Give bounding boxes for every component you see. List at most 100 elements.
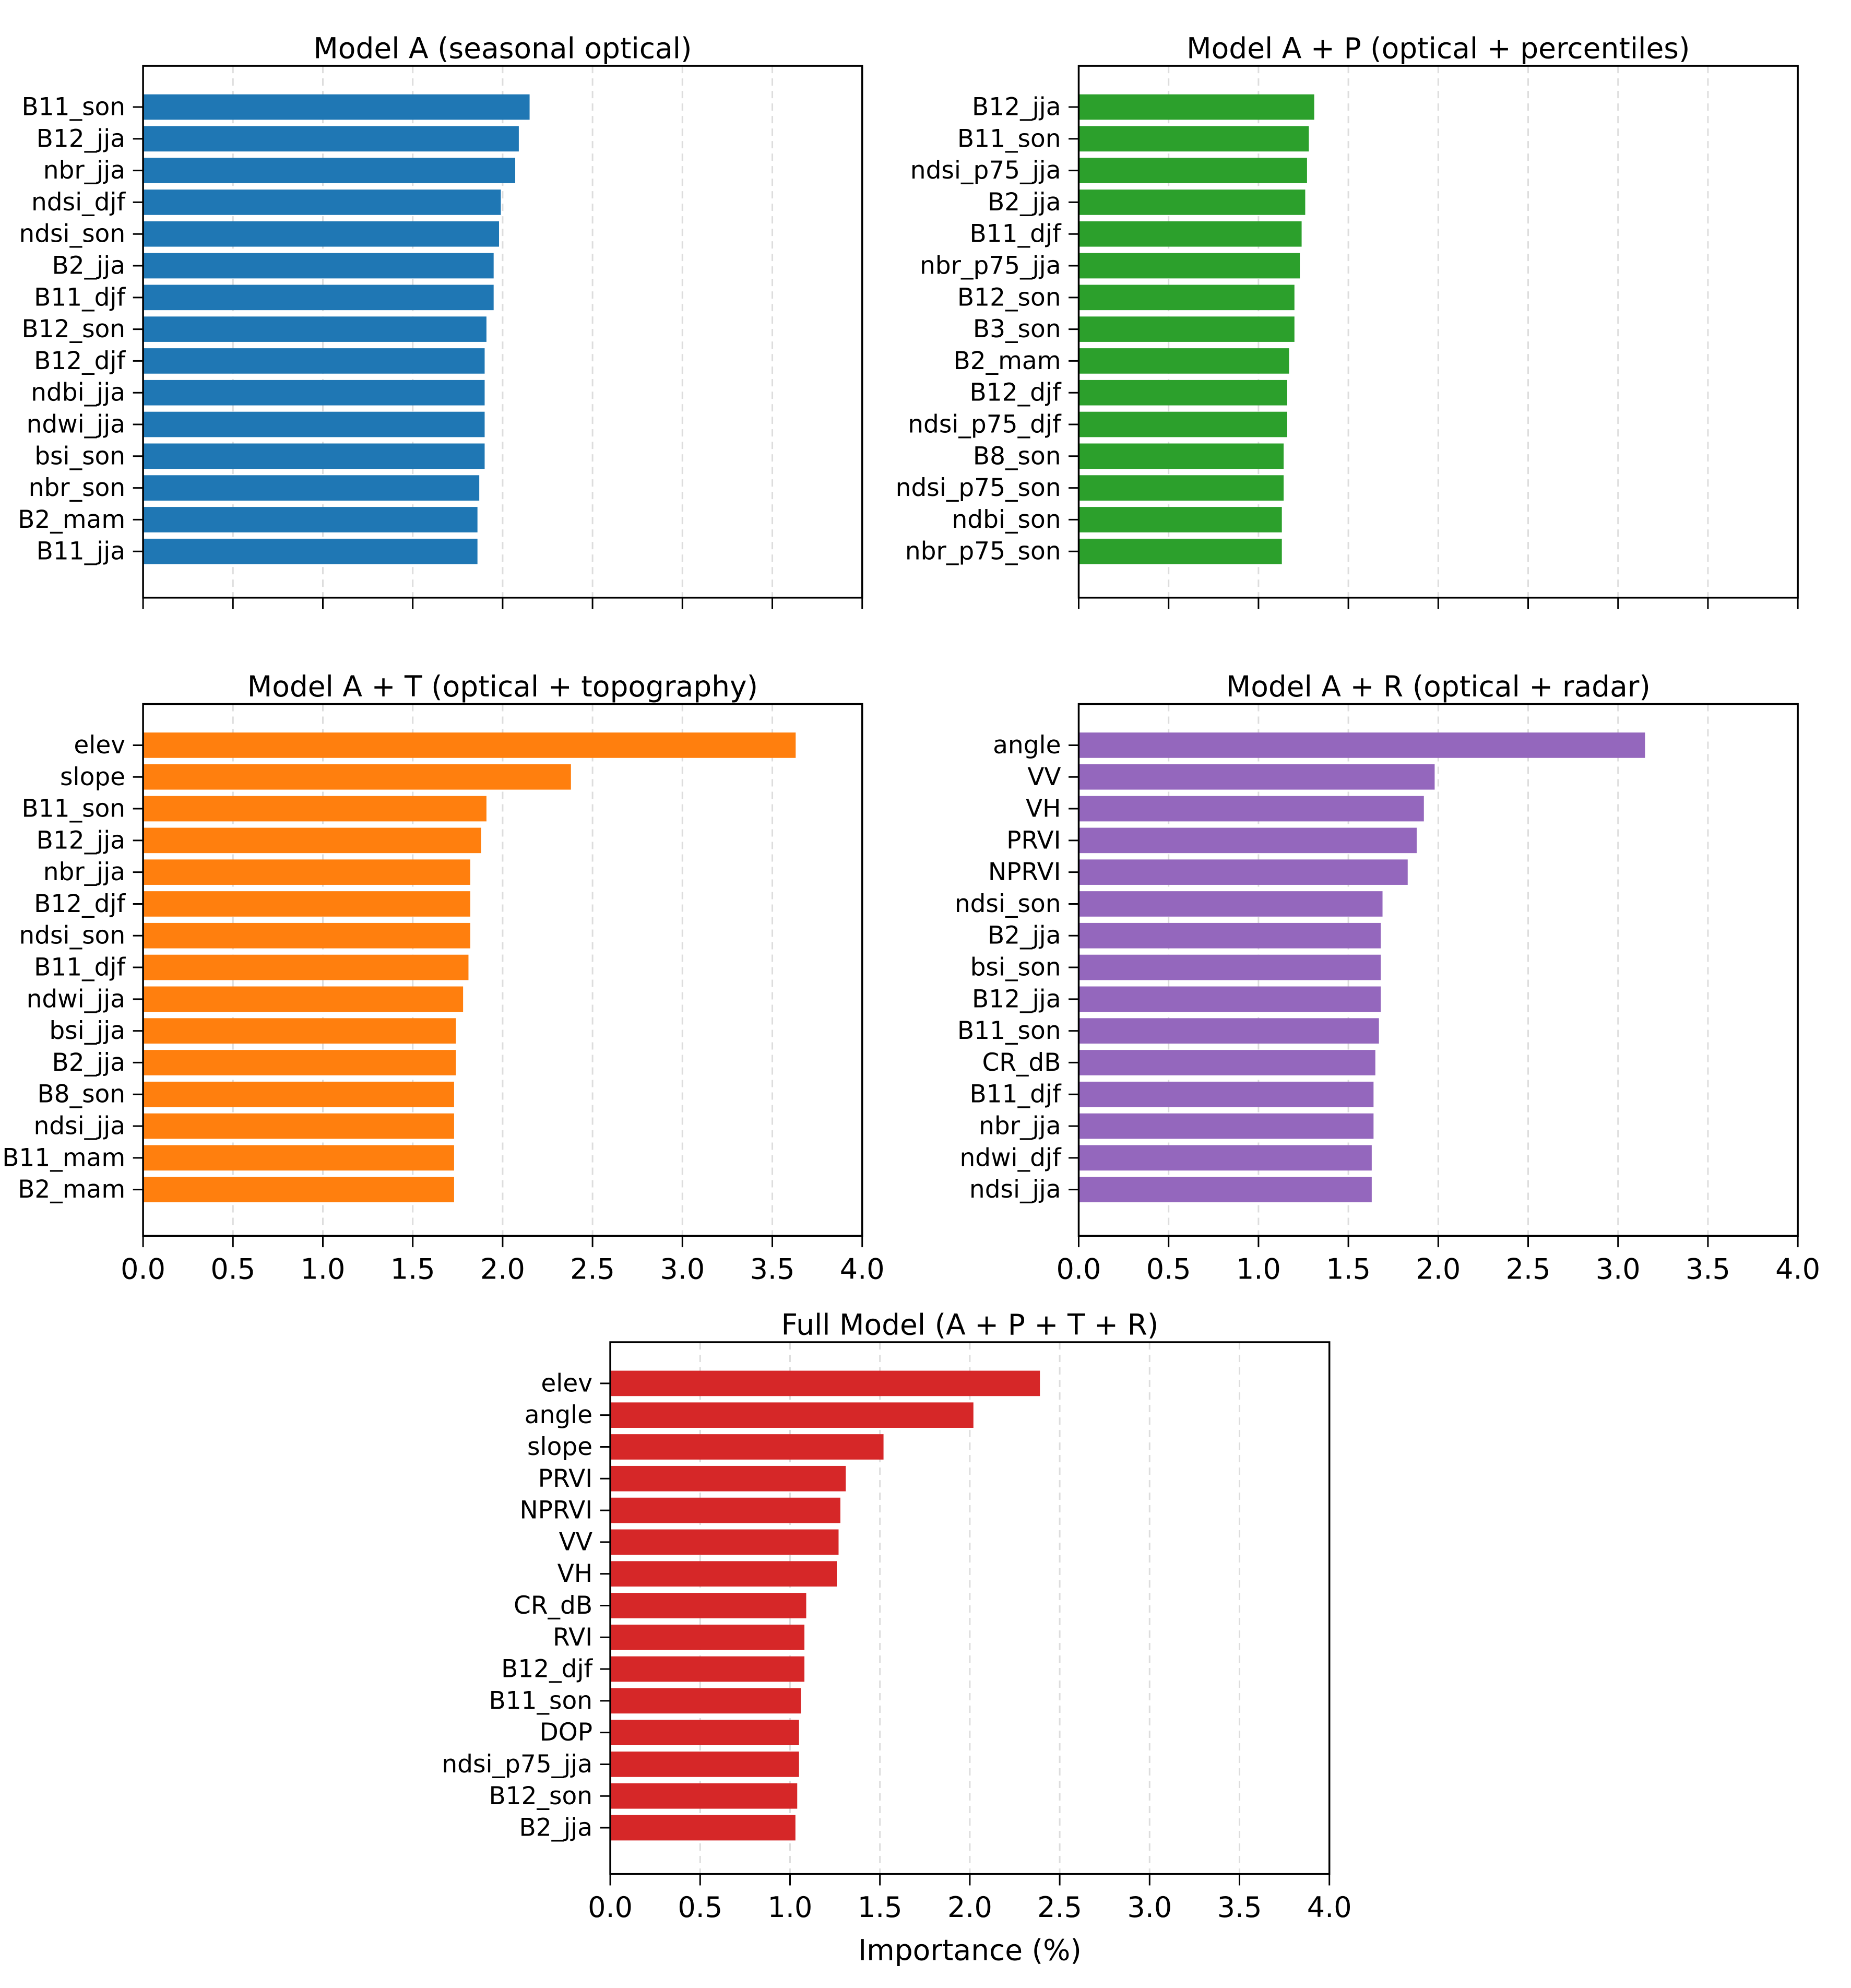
bar xyxy=(1078,507,1282,532)
bar xyxy=(1078,316,1295,342)
category-label: B2_mam xyxy=(18,505,125,534)
category-label: B12_jja xyxy=(37,826,125,855)
bar xyxy=(1078,158,1307,183)
bar xyxy=(143,507,478,532)
x-tick-label: 3.0 xyxy=(660,1253,705,1286)
category-label: B11_son xyxy=(957,1016,1061,1045)
bar xyxy=(1078,986,1381,1012)
bar xyxy=(143,827,481,854)
category-label: B2_jja xyxy=(52,252,126,280)
bar xyxy=(1078,859,1408,885)
x-tick-label: 1.0 xyxy=(301,1253,346,1286)
bar xyxy=(610,1624,805,1650)
bar xyxy=(143,475,480,501)
x-tick-label: 1.5 xyxy=(390,1253,435,1286)
x-tick-label: 2.5 xyxy=(570,1253,615,1286)
bar xyxy=(143,380,485,406)
bar xyxy=(143,954,469,980)
category-label: ndwi_jja xyxy=(27,985,126,1013)
category-label: B2_jja xyxy=(988,188,1061,217)
category-label: B2_mam xyxy=(954,347,1061,375)
bar xyxy=(143,348,485,374)
x-tick-label: 3.5 xyxy=(1686,1253,1730,1286)
category-label: nbr_jja xyxy=(43,858,125,886)
category-label: B2_jja xyxy=(52,1048,126,1077)
bar xyxy=(143,1145,454,1171)
x-tick-label: 3.0 xyxy=(1127,1891,1172,1924)
category-label: ndwi_jja xyxy=(27,410,126,439)
bar xyxy=(143,158,516,183)
bar xyxy=(143,922,470,949)
x-axis-label: Importance (%) xyxy=(858,1934,1082,1967)
bar xyxy=(1078,253,1300,279)
bar xyxy=(610,1561,837,1587)
category-label: B11_jja xyxy=(37,537,125,566)
x-tick-label: 1.0 xyxy=(1236,1253,1281,1286)
bar xyxy=(1078,221,1302,247)
x-tick-label: 2.0 xyxy=(947,1891,992,1924)
category-label: ndsi_djf xyxy=(31,188,126,217)
bar xyxy=(1078,1050,1375,1075)
x-tick-label: 1.0 xyxy=(768,1891,813,1924)
bar xyxy=(1078,796,1424,822)
category-label: B12_djf xyxy=(34,347,126,375)
category-label: B12_son xyxy=(489,1782,593,1810)
bar xyxy=(143,732,796,758)
x-tick-label: 1.5 xyxy=(1326,1253,1371,1286)
category-label: ndsi_p75_djf xyxy=(908,410,1062,439)
category-label: bsi_son xyxy=(34,442,125,470)
bar xyxy=(1078,732,1645,758)
bar xyxy=(143,891,470,917)
category-label: B12_son xyxy=(22,315,126,344)
category-label: B11_djf xyxy=(34,953,126,982)
bar xyxy=(610,1434,884,1460)
x-tick-label: 3.0 xyxy=(1596,1253,1641,1286)
category-label: ndsi_p75_jja xyxy=(910,156,1061,185)
bar xyxy=(143,764,571,790)
bar xyxy=(1078,380,1287,406)
x-tick-label: 2.0 xyxy=(480,1253,525,1286)
bar xyxy=(610,1593,806,1618)
bar xyxy=(1078,1113,1374,1139)
bar xyxy=(1078,285,1295,311)
panel-title: Full Model (A + P + T + R) xyxy=(781,1308,1158,1341)
category-label: B11_mam xyxy=(2,1143,125,1172)
category-label: B12_jja xyxy=(972,93,1061,122)
category-label: ndsi_son xyxy=(19,921,125,950)
category-label: nbr_son xyxy=(29,474,125,502)
bar xyxy=(143,859,470,885)
category-label: nbr_jja xyxy=(979,1112,1061,1141)
bar xyxy=(143,253,494,279)
bar xyxy=(1078,1018,1379,1044)
bar xyxy=(143,443,485,469)
category-label: nbr_p75_son xyxy=(905,537,1061,566)
bar xyxy=(1078,443,1284,469)
category-label: B3_son xyxy=(973,315,1061,344)
category-label: slope xyxy=(60,763,125,791)
category-label: B11_djf xyxy=(970,220,1062,249)
bar xyxy=(143,1113,454,1139)
x-tick-label: 3.5 xyxy=(1217,1891,1262,1924)
panel-title: Model A + T (optical + topography) xyxy=(247,670,758,703)
category-label: bsi_son xyxy=(970,953,1061,982)
category-label: slope xyxy=(527,1433,592,1461)
category-label: VV xyxy=(1027,763,1061,791)
bar xyxy=(1078,827,1417,854)
bar xyxy=(610,1497,840,1523)
category-label: nbr_p75_jja xyxy=(920,252,1061,280)
bar xyxy=(610,1402,974,1428)
category-label: CR_dB xyxy=(982,1048,1061,1077)
category-label: PRVI xyxy=(538,1464,592,1493)
bar xyxy=(1078,891,1383,917)
category-label: ndsi_jja xyxy=(34,1112,126,1141)
x-tick-label: 0.5 xyxy=(210,1253,255,1286)
category-label: B11_djf xyxy=(34,283,126,312)
bar xyxy=(1078,475,1284,501)
x-tick-label: 4.0 xyxy=(840,1253,885,1286)
bar xyxy=(1078,94,1314,120)
category-label: B12_jja xyxy=(37,124,125,153)
bar xyxy=(610,1370,1040,1397)
category-label: NPRVI xyxy=(519,1496,592,1525)
